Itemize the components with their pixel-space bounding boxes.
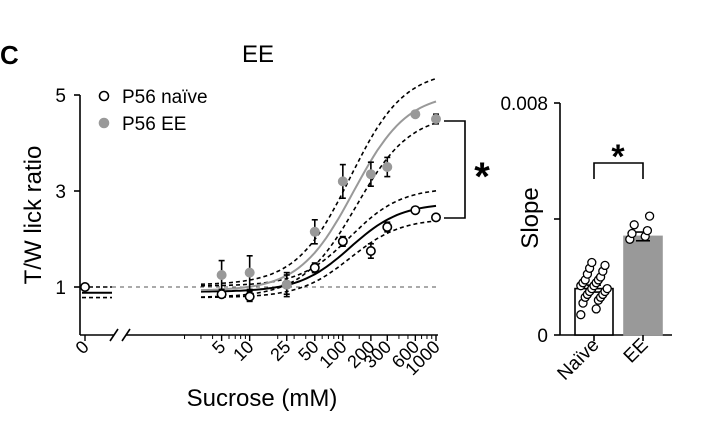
ee-point xyxy=(309,226,320,237)
naive-fit-curve xyxy=(200,204,437,293)
y-tick-label: 3 xyxy=(55,182,66,203)
individual-point xyxy=(629,220,639,230)
legend-marker xyxy=(98,117,110,129)
ee-ci-upper xyxy=(200,77,437,285)
ee-fit-curve xyxy=(200,100,437,292)
naive-ci-upper xyxy=(200,190,437,287)
significance-bracket xyxy=(444,120,466,219)
individual-point xyxy=(642,225,653,236)
x-axis-label: Sucrose (mM) xyxy=(187,385,338,412)
legend-label: P56 EE xyxy=(122,114,186,135)
individual-point xyxy=(602,283,612,294)
ee-point xyxy=(382,162,393,173)
bar xyxy=(623,235,663,336)
chart-title: EE xyxy=(242,41,274,68)
y-tick-label: 5 xyxy=(55,86,66,107)
naive-point xyxy=(410,205,421,216)
legend-label: P56 naïve xyxy=(122,87,208,108)
bar-category-label: Naïve xyxy=(554,335,604,385)
x-tick-label: 100 xyxy=(315,337,350,372)
naive-point xyxy=(216,289,227,300)
x-tick-label: 25 xyxy=(266,337,294,365)
ee-point xyxy=(281,279,292,290)
naive-point xyxy=(80,281,91,292)
axis-break-mark xyxy=(109,328,119,342)
axis-break-mark xyxy=(121,328,131,342)
individual-point xyxy=(644,211,655,221)
naive-point xyxy=(430,212,441,223)
naive-point xyxy=(365,246,376,257)
naive-point xyxy=(337,236,348,247)
bar-y-tick-label: 0.008 xyxy=(500,94,548,115)
naive-ci-lower xyxy=(201,220,437,299)
bar-y-tick-label: 0 xyxy=(537,326,548,347)
ee-point xyxy=(337,176,348,187)
legend-marker xyxy=(98,90,110,102)
ee-point xyxy=(410,109,421,120)
individual-point xyxy=(600,260,610,271)
ee-ci-lower xyxy=(200,122,437,298)
naive-point xyxy=(309,262,320,273)
y-tick-label: 1 xyxy=(55,278,66,299)
individual-point xyxy=(587,257,597,268)
y-axis-label: T/W lick ratio xyxy=(20,146,47,285)
naive-point xyxy=(244,291,255,302)
ee-point xyxy=(216,269,227,280)
individual-point xyxy=(591,304,601,314)
bar-significance-bracket xyxy=(593,162,644,179)
bar-significance-marker: * xyxy=(611,138,625,176)
individual-point xyxy=(627,228,637,239)
x-tick-label: 10 xyxy=(229,337,257,365)
x-tick-label: 5 xyxy=(208,337,229,358)
ee-point xyxy=(430,114,441,125)
ee-point xyxy=(365,169,376,180)
naive-point xyxy=(382,222,393,233)
bar-category-label: EE xyxy=(620,335,653,368)
significance-marker: * xyxy=(474,155,490,199)
x-tick-label: 0 xyxy=(72,337,93,358)
ee-point xyxy=(244,267,255,278)
panel-label: C xyxy=(0,40,19,70)
individual-point xyxy=(576,310,586,320)
bar-y-axis-label: Slope xyxy=(517,187,544,248)
